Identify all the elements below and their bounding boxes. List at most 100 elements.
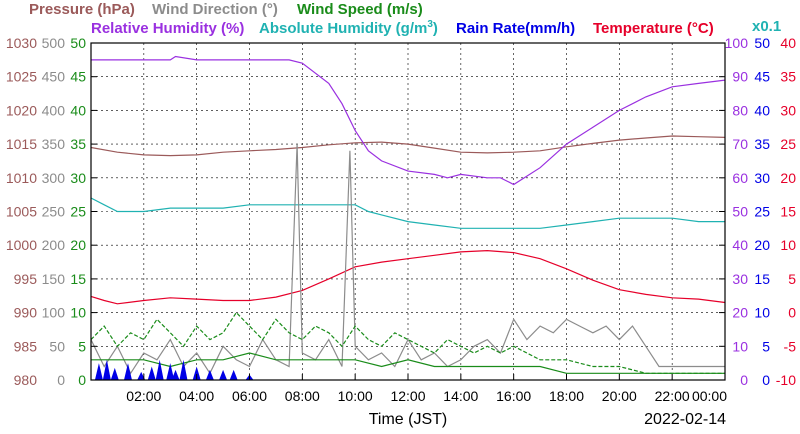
pressure-axis-tick: 990	[14, 305, 38, 321]
relative-humidity-axis-tick: 70	[732, 136, 748, 152]
temperature-axis-tick: 25	[780, 136, 796, 152]
series-line-relative-humidity	[91, 55, 726, 186]
chart-date: 2022-02-14	[644, 411, 726, 428]
legend-absolute-humidity: Absolute Humidity (g/m3)	[259, 19, 438, 37]
pressure-axis-tick: 1030	[6, 35, 37, 51]
rain-rate-axis-tick: 15	[754, 271, 770, 287]
legend-pressure: Pressure (hPa)	[29, 1, 135, 18]
pressure-axis-tick: 1025	[6, 69, 37, 85]
wind-speed-axis-tick: 30	[70, 170, 86, 186]
wind-speed-axis-tick: 20	[70, 237, 86, 253]
temperature-axis-tick: 30	[780, 102, 796, 118]
wind-direction-axis-tick: 100	[42, 305, 66, 321]
series-line-absolute-humidity-g-m3-x0-1	[90, 197, 725, 229]
wind-speed-axis-tick: 15	[70, 271, 86, 287]
x-axis-tick: 04:00	[179, 388, 214, 404]
rain-rate-spike	[147, 366, 156, 380]
x-axis-tick: 14:00	[443, 388, 478, 404]
temperature-axis-tick: 20	[780, 170, 796, 186]
rain-rate-spike	[102, 359, 111, 380]
x-axis-tick: 18:00	[549, 388, 584, 404]
rain-rate-spike	[219, 369, 228, 380]
legend-absolute-humidity-close: )	[433, 20, 438, 37]
wind-speed-axis-tick: 40	[70, 102, 86, 118]
temperature-axis-tick: -5	[784, 338, 797, 354]
series-line-wind-direction	[90, 144, 725, 375]
x-axis-label: Time (JST)	[369, 411, 448, 428]
legend-absolute-humidity-sup: 3	[427, 19, 433, 30]
series-line-temperature-c	[90, 249, 726, 305]
relative-humidity-axis-tick: 40	[732, 237, 748, 253]
wind-speed-axis-tick: 25	[70, 204, 86, 220]
temperature-axis-tick: 5	[788, 271, 796, 287]
rain-rate-spike	[229, 369, 238, 380]
wind-speed-axis-tick: 5	[78, 338, 86, 354]
rain-rate-spike	[166, 363, 175, 380]
x-axis-tick: 16:00	[496, 388, 531, 404]
x-axis-tick: 10:00	[338, 388, 373, 404]
pressure-axis-tick: 1015	[6, 136, 37, 152]
legend-rain-rate: Rain Rate(mm/h)	[456, 20, 575, 37]
legend-wind-speed: Wind Speed (m/s)	[297, 1, 423, 18]
temperature-axis-tick: 40	[780, 35, 796, 51]
wind-direction-axis-tick: 500	[42, 35, 66, 51]
pressure-axis-tick: 1020	[6, 102, 37, 118]
x-axis-tick: 02:00	[126, 388, 161, 404]
rain-rate-spike	[110, 367, 119, 380]
temperature-axis-tick: 15	[780, 204, 796, 220]
pressure-axis-tick: 1005	[6, 204, 37, 220]
rain-rate-spike	[123, 363, 132, 380]
legend-relative-humidity: Relative Humidity (%)	[91, 20, 244, 37]
wind-direction-axis-tick: 350	[42, 136, 66, 152]
wind-direction-axis-tick: 300	[42, 170, 66, 186]
rain-rate-spike	[205, 369, 214, 380]
series-line-pressure-hpa	[90, 135, 726, 157]
x-axis-tick: 08:00	[285, 388, 320, 404]
x-axis-tick: 12:00	[390, 388, 425, 404]
x-axis-tick: 22:00	[655, 388, 690, 404]
temperature-axis-tick: 0	[788, 305, 796, 321]
rain-rate-spike	[137, 371, 146, 380]
wind-direction-axis-tick: 0	[57, 372, 65, 388]
series-line-wind-speed-m-s	[91, 352, 725, 374]
rain-rate-axis-tick: 5	[762, 338, 770, 354]
rain-rate-spike	[179, 359, 188, 380]
grid-lines	[91, 43, 725, 380]
pressure-axis-tick: 995	[14, 271, 38, 287]
wind-speed-axis-tick: 0	[78, 372, 86, 388]
x-axis-tick: 06:00	[232, 388, 267, 404]
wind-direction-axis-tick: 50	[49, 338, 65, 354]
temperature-axis-tick: -10	[776, 372, 796, 388]
wind-direction-axis-tick: 200	[42, 237, 66, 253]
wind-speed-axis-tick: 35	[70, 136, 86, 152]
rain-rate-spike	[94, 363, 103, 380]
wind-speed-axis-tick: 50	[70, 35, 86, 51]
temperature-axis-tick: 35	[780, 69, 796, 85]
legend-temperature: Temperature (°C)	[593, 20, 714, 37]
relative-humidity-axis-tick: 30	[732, 271, 748, 287]
rain-rate-axis-tick: 30	[754, 170, 770, 186]
relative-humidity-axis-tick: 60	[732, 170, 748, 186]
axis-ticks: 9809859909951000100510101015102010251030…	[6, 35, 796, 404]
relative-humidity-axis-tick: 10	[732, 338, 748, 354]
series-line-wind-speed-gust-m-s	[90, 311, 725, 374]
wind-speed-axis-tick: 45	[70, 69, 86, 85]
rain-rate-axis-tick: 35	[754, 136, 770, 152]
rain-rate-spike	[155, 359, 164, 380]
relative-humidity-axis-tick: 90	[732, 69, 748, 85]
x-axis-tick: 20:00	[602, 388, 637, 404]
rain-rate-spike	[192, 366, 201, 380]
pressure-axis-tick: 985	[14, 338, 38, 354]
rain-rate-axis-tick: 20	[754, 237, 770, 253]
wind-speed-axis-tick: 10	[70, 305, 86, 321]
relative-humidity-axis-tick: 100	[725, 35, 749, 51]
plot-series	[90, 55, 726, 380]
rain-rate-spike	[171, 369, 180, 380]
x-axis-tick: 00:00	[692, 388, 727, 404]
rain-rate-axis-tick: 50	[754, 35, 770, 51]
temperature-axis-tick: 10	[780, 237, 796, 253]
rain-rate-axis-tick: 45	[754, 69, 770, 85]
relative-humidity-axis-tick: 80	[732, 102, 748, 118]
